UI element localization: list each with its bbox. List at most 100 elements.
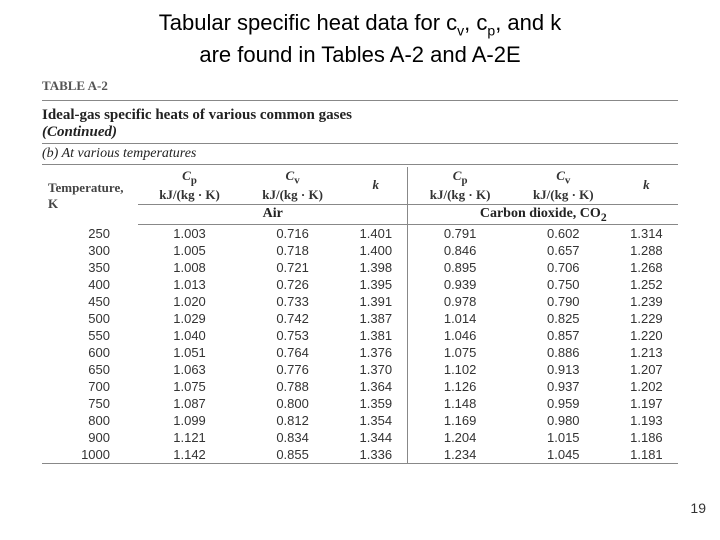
cell-air-cp: 1.005 [138, 242, 241, 259]
cell-temperature: 650 [42, 361, 138, 378]
slide-title: Tabular specific heat data for cv, cp, a… [0, 0, 720, 74]
gas-air: Air [138, 204, 408, 225]
cell-air-cv: 0.812 [241, 412, 344, 429]
cv-sym: C [556, 168, 565, 183]
cell-air-cp: 1.051 [138, 344, 241, 361]
table-row: 7501.0870.8001.3591.1480.9591.197 [42, 395, 678, 412]
cell-air-k: 1.376 [344, 344, 408, 361]
cell-co2-k: 1.314 [615, 225, 678, 243]
col-header-cv-air: CvkJ/(kg · K) [241, 167, 344, 204]
table-row: 8001.0990.8121.3541.1690.9801.193 [42, 412, 678, 429]
cell-air-k: 1.354 [344, 412, 408, 429]
k-sym: k [373, 177, 380, 192]
divider [42, 100, 678, 101]
temp-header-line1: Temperature, [48, 180, 123, 195]
cp-sym: C [182, 168, 191, 183]
cell-co2-cp: 0.791 [408, 225, 512, 243]
cell-air-cv: 0.788 [241, 378, 344, 395]
cell-co2-k: 1.181 [615, 446, 678, 464]
cell-air-cp: 1.121 [138, 429, 241, 446]
table-row: 9001.1210.8341.3441.2041.0151.186 [42, 429, 678, 446]
table-caption: Ideal-gas specific heats of various comm… [42, 107, 678, 141]
gas-co2-sub: 2 [601, 210, 607, 223]
cell-co2-cp: 1.234 [408, 446, 512, 464]
cell-co2-cv: 0.857 [512, 327, 615, 344]
temperature-header: Temperature, K [42, 167, 138, 225]
cell-air-cv: 0.721 [241, 259, 344, 276]
gas-name-row: Air Carbon dioxide, CO2 [42, 204, 678, 225]
cell-air-k: 1.401 [344, 225, 408, 243]
table-row: 3001.0050.7181.4000.8460.6571.288 [42, 242, 678, 259]
cell-temperature: 550 [42, 327, 138, 344]
cell-temperature: 600 [42, 344, 138, 361]
cell-temperature: 450 [42, 293, 138, 310]
cell-co2-k: 1.268 [615, 259, 678, 276]
cell-temperature: 250 [42, 225, 138, 243]
table-label: TABLE A-2 [42, 78, 678, 94]
cell-co2-cv: 0.825 [512, 310, 615, 327]
cell-air-cv: 0.834 [241, 429, 344, 446]
cell-temperature: 350 [42, 259, 138, 276]
cell-air-cp: 1.008 [138, 259, 241, 276]
unit-text: kJ/(kg · K) [430, 187, 491, 202]
cell-air-k: 1.359 [344, 395, 408, 412]
cell-temperature: 900 [42, 429, 138, 446]
table-row: 7001.0750.7881.3641.1260.9371.202 [42, 378, 678, 395]
table-row: 5001.0290.7421.3871.0140.8251.229 [42, 310, 678, 327]
cell-co2-cv: 0.980 [512, 412, 615, 429]
divider [42, 164, 678, 165]
temp-header-line2: K [48, 196, 58, 211]
title-text-3: , and k [495, 10, 561, 35]
cell-co2-k: 1.197 [615, 395, 678, 412]
title-text-2: , c [464, 10, 487, 35]
k-sym: k [643, 177, 650, 192]
cell-air-cv: 0.733 [241, 293, 344, 310]
cell-co2-cv: 1.045 [512, 446, 615, 464]
cell-temperature: 300 [42, 242, 138, 259]
col-header-cv-co2: CvkJ/(kg · K) [512, 167, 615, 204]
title-line-2: are found in Tables A-2 and A-2E [199, 42, 520, 67]
cell-co2-cp: 1.126 [408, 378, 512, 395]
symbol-row: Temperature, K CpkJ/(kg · K) CvkJ/(kg · … [42, 167, 678, 204]
table-row: 3501.0080.7211.3980.8950.7061.268 [42, 259, 678, 276]
table-row: 4001.0130.7261.3950.9390.7501.252 [42, 276, 678, 293]
cell-temperature: 500 [42, 310, 138, 327]
cv-sym: C [286, 168, 295, 183]
cell-co2-k: 1.288 [615, 242, 678, 259]
cell-co2-k: 1.207 [615, 361, 678, 378]
cell-air-cp: 1.063 [138, 361, 241, 378]
cell-co2-cp: 0.978 [408, 293, 512, 310]
specific-heat-table: Temperature, K CpkJ/(kg · K) CvkJ/(kg · … [42, 167, 678, 464]
cell-co2-k: 1.252 [615, 276, 678, 293]
cell-co2-cv: 0.790 [512, 293, 615, 310]
cell-air-cv: 0.800 [241, 395, 344, 412]
unit-text: kJ/(kg · K) [262, 187, 323, 202]
cell-co2-cv: 0.602 [512, 225, 615, 243]
cell-air-cv: 0.855 [241, 446, 344, 464]
table-row: 4501.0200.7331.3910.9780.7901.239 [42, 293, 678, 310]
cell-co2-k: 1.213 [615, 344, 678, 361]
cell-co2-cv: 0.959 [512, 395, 615, 412]
cell-air-cv: 0.718 [241, 242, 344, 259]
cell-air-k: 1.387 [344, 310, 408, 327]
cell-air-cv: 0.742 [241, 310, 344, 327]
col-header-k-air: k [344, 167, 408, 204]
cell-air-cp: 1.075 [138, 378, 241, 395]
page-number: 19 [690, 500, 706, 516]
col-header-cp-co2: CpkJ/(kg · K) [408, 167, 512, 204]
divider [42, 143, 678, 144]
cv-sub: v [565, 175, 570, 187]
cell-temperature: 1000 [42, 446, 138, 464]
cell-co2-cv: 0.913 [512, 361, 615, 378]
cell-air-cp: 1.020 [138, 293, 241, 310]
cell-air-k: 1.381 [344, 327, 408, 344]
cell-co2-k: 1.202 [615, 378, 678, 395]
cell-co2-cp: 1.014 [408, 310, 512, 327]
cell-co2-cp: 1.204 [408, 429, 512, 446]
cell-co2-cp: 1.075 [408, 344, 512, 361]
cell-air-k: 1.395 [344, 276, 408, 293]
cell-air-cp: 1.029 [138, 310, 241, 327]
gas-co2-name: Carbon dioxide, CO [480, 206, 601, 221]
table-row: 2501.0030.7161.4010.7910.6021.314 [42, 225, 678, 243]
cell-co2-cp: 0.895 [408, 259, 512, 276]
